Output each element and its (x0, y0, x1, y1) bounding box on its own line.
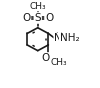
Text: N: N (54, 33, 62, 43)
Text: H: H (55, 32, 62, 41)
Text: O: O (41, 53, 49, 63)
Text: O: O (22, 13, 30, 23)
Text: S: S (34, 13, 41, 23)
Text: CH₃: CH₃ (29, 2, 46, 11)
Text: NH₂: NH₂ (60, 33, 79, 43)
Text: CH₃: CH₃ (51, 58, 67, 67)
Text: O: O (45, 13, 53, 23)
